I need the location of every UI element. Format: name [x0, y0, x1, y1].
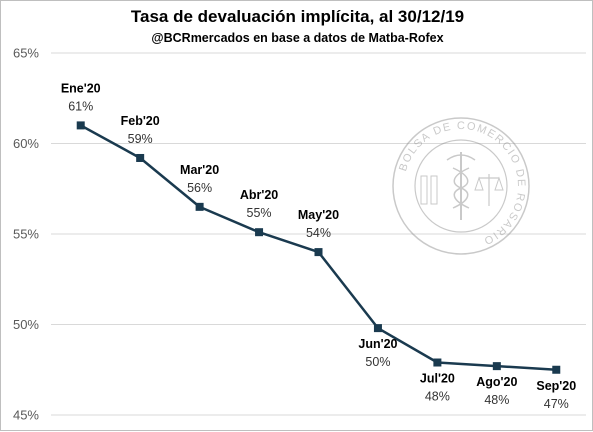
category-label: Jul'20	[420, 372, 455, 386]
series-line-group	[80, 124, 557, 371]
y-tick-label: 65%	[13, 46, 39, 61]
data-point-marker	[255, 228, 264, 237]
category-label: Abr'20	[240, 188, 278, 202]
value-label: 54%	[306, 226, 331, 240]
category-label: Sep'20	[536, 379, 576, 393]
data-point-marker	[492, 362, 501, 371]
y-tick-label: 60%	[13, 136, 39, 151]
category-label: Mar'20	[180, 163, 219, 177]
data-point-marker	[373, 324, 382, 333]
svg-text:BOLSA DE COMERCIO DE ROSARIO: BOLSA DE COMERCIO DE ROSARIO	[397, 120, 527, 247]
value-label: 56%	[187, 181, 212, 195]
y-axis: 45% 50% 55% 60% 65%	[13, 46, 39, 423]
chart-subtitle: @BCRmercados en base a datos de Matba-Ro…	[151, 31, 444, 45]
data-point-marker	[76, 121, 85, 130]
value-label: 59%	[128, 132, 153, 146]
y-tick-label: 55%	[13, 227, 39, 242]
value-label: 55%	[247, 206, 272, 220]
y-tick-label: 50%	[13, 317, 39, 332]
value-label: 50%	[365, 355, 390, 369]
value-label: 48%	[484, 393, 509, 407]
value-label: 48%	[425, 390, 450, 404]
value-label: 61%	[68, 99, 93, 113]
category-label: Ene'20	[61, 81, 101, 95]
y-tick-label: 45%	[13, 408, 39, 423]
markers-group	[76, 121, 561, 374]
category-label: May'20	[298, 208, 339, 222]
data-point-marker	[314, 248, 323, 257]
data-labels-group: Ene'20 61% Feb'20 59% Mar'20 56% Abr'20 55% May'…	[61, 81, 576, 410]
category-label: Ago'20	[476, 375, 517, 389]
chart-title: Tasa de devaluación implícita, al 30/12/…	[130, 7, 465, 26]
data-point-marker	[136, 153, 145, 162]
category-label: Feb'20	[121, 114, 160, 128]
category-label: Jun'20	[358, 337, 397, 351]
gridlines	[51, 52, 586, 416]
data-point-marker	[433, 358, 442, 367]
data-point-marker	[195, 202, 204, 211]
data-point-marker	[552, 365, 561, 374]
series-line	[80, 124, 557, 371]
value-label: 47%	[544, 397, 569, 411]
